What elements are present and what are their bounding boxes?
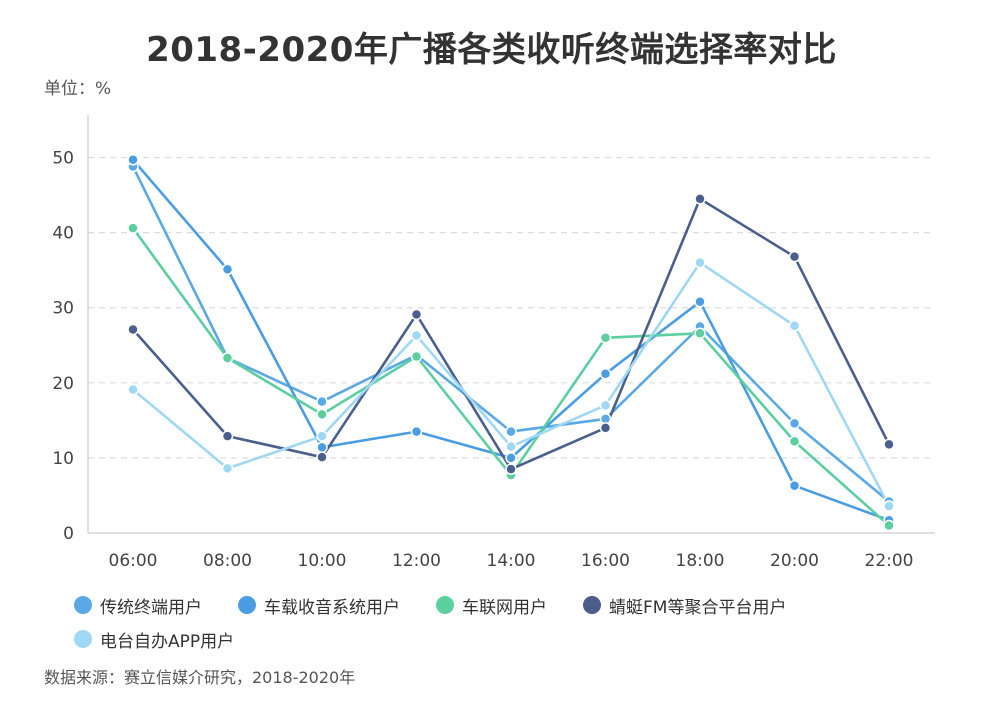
legend-marker xyxy=(74,630,92,648)
y-tick-label: 10 xyxy=(52,449,74,469)
legend-item[interactable]: 车联网用户 xyxy=(436,592,547,618)
data-point xyxy=(694,295,706,308)
data-point xyxy=(694,256,706,269)
data-point xyxy=(599,368,612,380)
data-point xyxy=(127,323,139,336)
data-point xyxy=(410,329,423,342)
data-point xyxy=(505,425,517,438)
data-point xyxy=(599,399,612,412)
chart-title: 2018-2020年广播各类收听终端选择率对比 xyxy=(146,30,837,70)
data-point xyxy=(505,440,517,453)
x-tick-label: 12:00 xyxy=(392,551,441,571)
x-tick-label: 10:00 xyxy=(298,551,347,571)
legend-item[interactable]: 电台自办APP用户 xyxy=(74,626,234,652)
data-point xyxy=(788,319,801,332)
data-point xyxy=(788,417,801,430)
x-tick-label: 14:00 xyxy=(487,551,536,571)
legend-item[interactable]: 蜻蜓FM等聚合平台用户 xyxy=(583,592,786,618)
data-point xyxy=(410,350,423,363)
y-tick-label: 0 xyxy=(63,524,74,544)
data-point xyxy=(127,154,139,166)
data-point xyxy=(316,395,328,408)
data-point xyxy=(505,452,517,464)
legend-marker xyxy=(238,596,256,614)
x-tick-label: 20:00 xyxy=(770,551,819,571)
legend-label: 车载收音系统用户 xyxy=(264,597,400,618)
legend-marker xyxy=(436,596,454,614)
data-point xyxy=(316,408,328,421)
data-point xyxy=(221,263,234,276)
data-point xyxy=(316,441,328,454)
data-source: 数据来源：赛立信媒介研究，2018-2020年 xyxy=(44,668,356,687)
data-point xyxy=(788,250,801,263)
x-tick-label: 08:00 xyxy=(203,551,252,571)
legend-item[interactable]: 传统终端用户 xyxy=(74,592,202,618)
x-tick-label: 18:00 xyxy=(676,551,725,571)
data-point xyxy=(694,193,706,205)
data-point xyxy=(127,222,139,234)
legend-label: 传统终端用户 xyxy=(100,597,202,618)
legend: 传统终端用户 车载收音系统用户 车联网用户 蜻蜓FM等聚合平台用户电台自办APP用户 xyxy=(74,592,934,652)
data-point xyxy=(599,332,612,344)
x-tick-label: 06:00 xyxy=(109,551,158,571)
y-tick-label: 30 xyxy=(52,299,74,319)
data-point xyxy=(883,519,895,532)
legend-label: 电台自办APP用户 xyxy=(100,631,235,652)
legend-marker xyxy=(583,596,601,614)
legend-label: 车联网用户 xyxy=(462,597,547,618)
grid-lines xyxy=(88,156,935,459)
data-point xyxy=(883,438,895,451)
data-point xyxy=(410,425,423,438)
unit-label: 单位：% xyxy=(44,79,112,99)
data-point xyxy=(316,451,328,463)
data-point xyxy=(599,422,612,434)
data-point xyxy=(883,500,895,512)
data-point xyxy=(505,463,517,475)
y-tick-label: 50 xyxy=(52,149,74,169)
x-tick-label: 16:00 xyxy=(581,551,630,571)
data-points xyxy=(127,154,895,532)
legend-item[interactable]: 车载收音系统用户 xyxy=(238,592,400,618)
data-point xyxy=(694,327,706,340)
x-tick-label: 22:00 xyxy=(865,551,914,571)
data-point xyxy=(410,308,423,321)
legend-marker xyxy=(74,596,92,614)
data-point xyxy=(788,479,801,492)
data-point xyxy=(221,352,234,364)
y-tick-label: 40 xyxy=(52,224,74,244)
data-point xyxy=(221,462,234,475)
y-tick-label: 20 xyxy=(52,374,74,394)
data-point xyxy=(127,383,139,396)
data-point xyxy=(788,435,801,448)
legend-label: 蜻蜓FM等聚合平台用户 xyxy=(609,597,787,618)
axes: 0 10 20 30 40 50 06:00 08:00 10:00 12:00 14:00 16:0… xyxy=(52,115,935,571)
data-point xyxy=(221,430,234,442)
data-point xyxy=(316,430,328,442)
